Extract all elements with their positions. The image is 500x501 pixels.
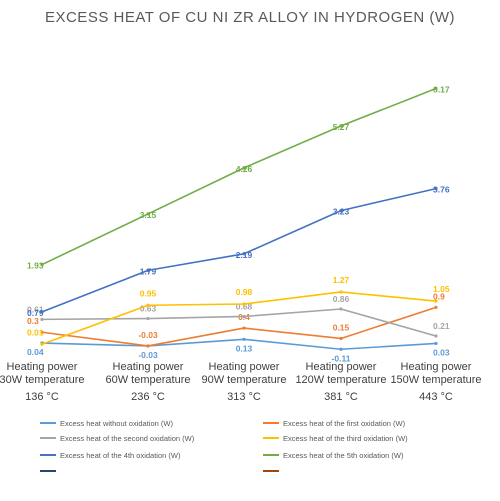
x-tick-label: Heating power 120W temperature 381 °C: [295, 361, 386, 403]
data-point: [339, 290, 343, 294]
data-label: 1.27: [333, 275, 350, 285]
data-point: [242, 252, 246, 256]
data-label: 0.61: [27, 304, 44, 314]
data-point: [434, 299, 438, 303]
data-point: [339, 209, 343, 213]
data-label: -0.11: [332, 353, 351, 363]
data-label: 0.98: [236, 287, 253, 297]
chart-title: EXCESS HEAT OF CU NI ZR ALLOY IN HYDROGE…: [44, 9, 456, 26]
data-label: 0.68: [236, 301, 253, 311]
data-point: [339, 307, 343, 311]
series-line-6: [41, 87, 437, 266]
data-label: 1.05: [433, 284, 450, 294]
data-point: [339, 124, 343, 128]
legend-label: Excess heat of the 4th oxidation (W): [60, 451, 181, 460]
data-point: [146, 212, 150, 216]
legend-label: Excess heat of the second oxidation (W): [60, 434, 195, 443]
data-label: 0.86: [333, 294, 350, 304]
data-point: [40, 342, 44, 346]
legend-label: Excess heat of the third oxidation (W): [283, 434, 408, 443]
data-label: 0.03: [433, 347, 450, 357]
data-label: 0.9: [433, 291, 445, 301]
data-label: 5.27: [333, 122, 350, 132]
data-point: [146, 316, 150, 321]
data-label: 0.13: [236, 343, 253, 353]
x-tick-label: Heating power 60W temperature 236 °C: [106, 361, 191, 403]
data-label: 0.21: [433, 321, 450, 331]
x-tick-label: Heating power 30W temperature 136 °C: [0, 361, 84, 403]
data-point: [434, 187, 438, 191]
data-point: [339, 336, 343, 341]
data-label: 6.17: [433, 85, 450, 95]
data-label: 0.01: [27, 327, 44, 337]
data-label: 0.04: [27, 347, 44, 357]
data-point: [40, 317, 44, 321]
data-label: 1.93: [27, 261, 44, 271]
data-label: -0.03: [138, 350, 158, 360]
data-point: [146, 303, 150, 307]
data-point: [146, 344, 150, 348]
data-label: -0.03: [138, 330, 158, 340]
data-label: 0.3: [27, 316, 39, 326]
legend-label: Excess heat without oxidation (W): [60, 419, 173, 428]
data-label: 4.26: [236, 164, 253, 174]
data-label: 0.95: [140, 288, 157, 298]
data-label: 3.15: [140, 210, 157, 220]
data-point: [434, 305, 438, 309]
data-point: [434, 334, 438, 338]
data-point: [40, 310, 44, 314]
data-label: 1.79: [140, 266, 157, 276]
data-point: [242, 302, 246, 306]
legend-label: Excess heat of the first oxidation (W): [283, 419, 406, 428]
legend-label: Excess heat of the 5th oxidation (W): [283, 451, 404, 460]
x-tick-label: Heating power 90W temperature 313 °C: [202, 361, 287, 403]
data-point: [339, 347, 343, 351]
data-label: 3.23: [333, 207, 350, 217]
data-label: 2.19: [236, 250, 253, 260]
data-point: [242, 337, 246, 341]
data-point: [40, 330, 44, 334]
data-point: [242, 326, 246, 330]
data-point: [242, 166, 246, 170]
data-point: [146, 268, 150, 272]
data-label: 0.15: [333, 322, 350, 332]
data-label: 3.76: [433, 185, 450, 195]
data-label: 0.79: [27, 308, 44, 318]
data-point: [40, 262, 44, 267]
data-point: [242, 314, 246, 319]
data-point: [434, 86, 438, 91]
x-tick-label: Heating power 150W temperature 443 °C: [390, 361, 481, 403]
data-label: 0.63: [140, 304, 157, 314]
data-point: [434, 341, 438, 346]
